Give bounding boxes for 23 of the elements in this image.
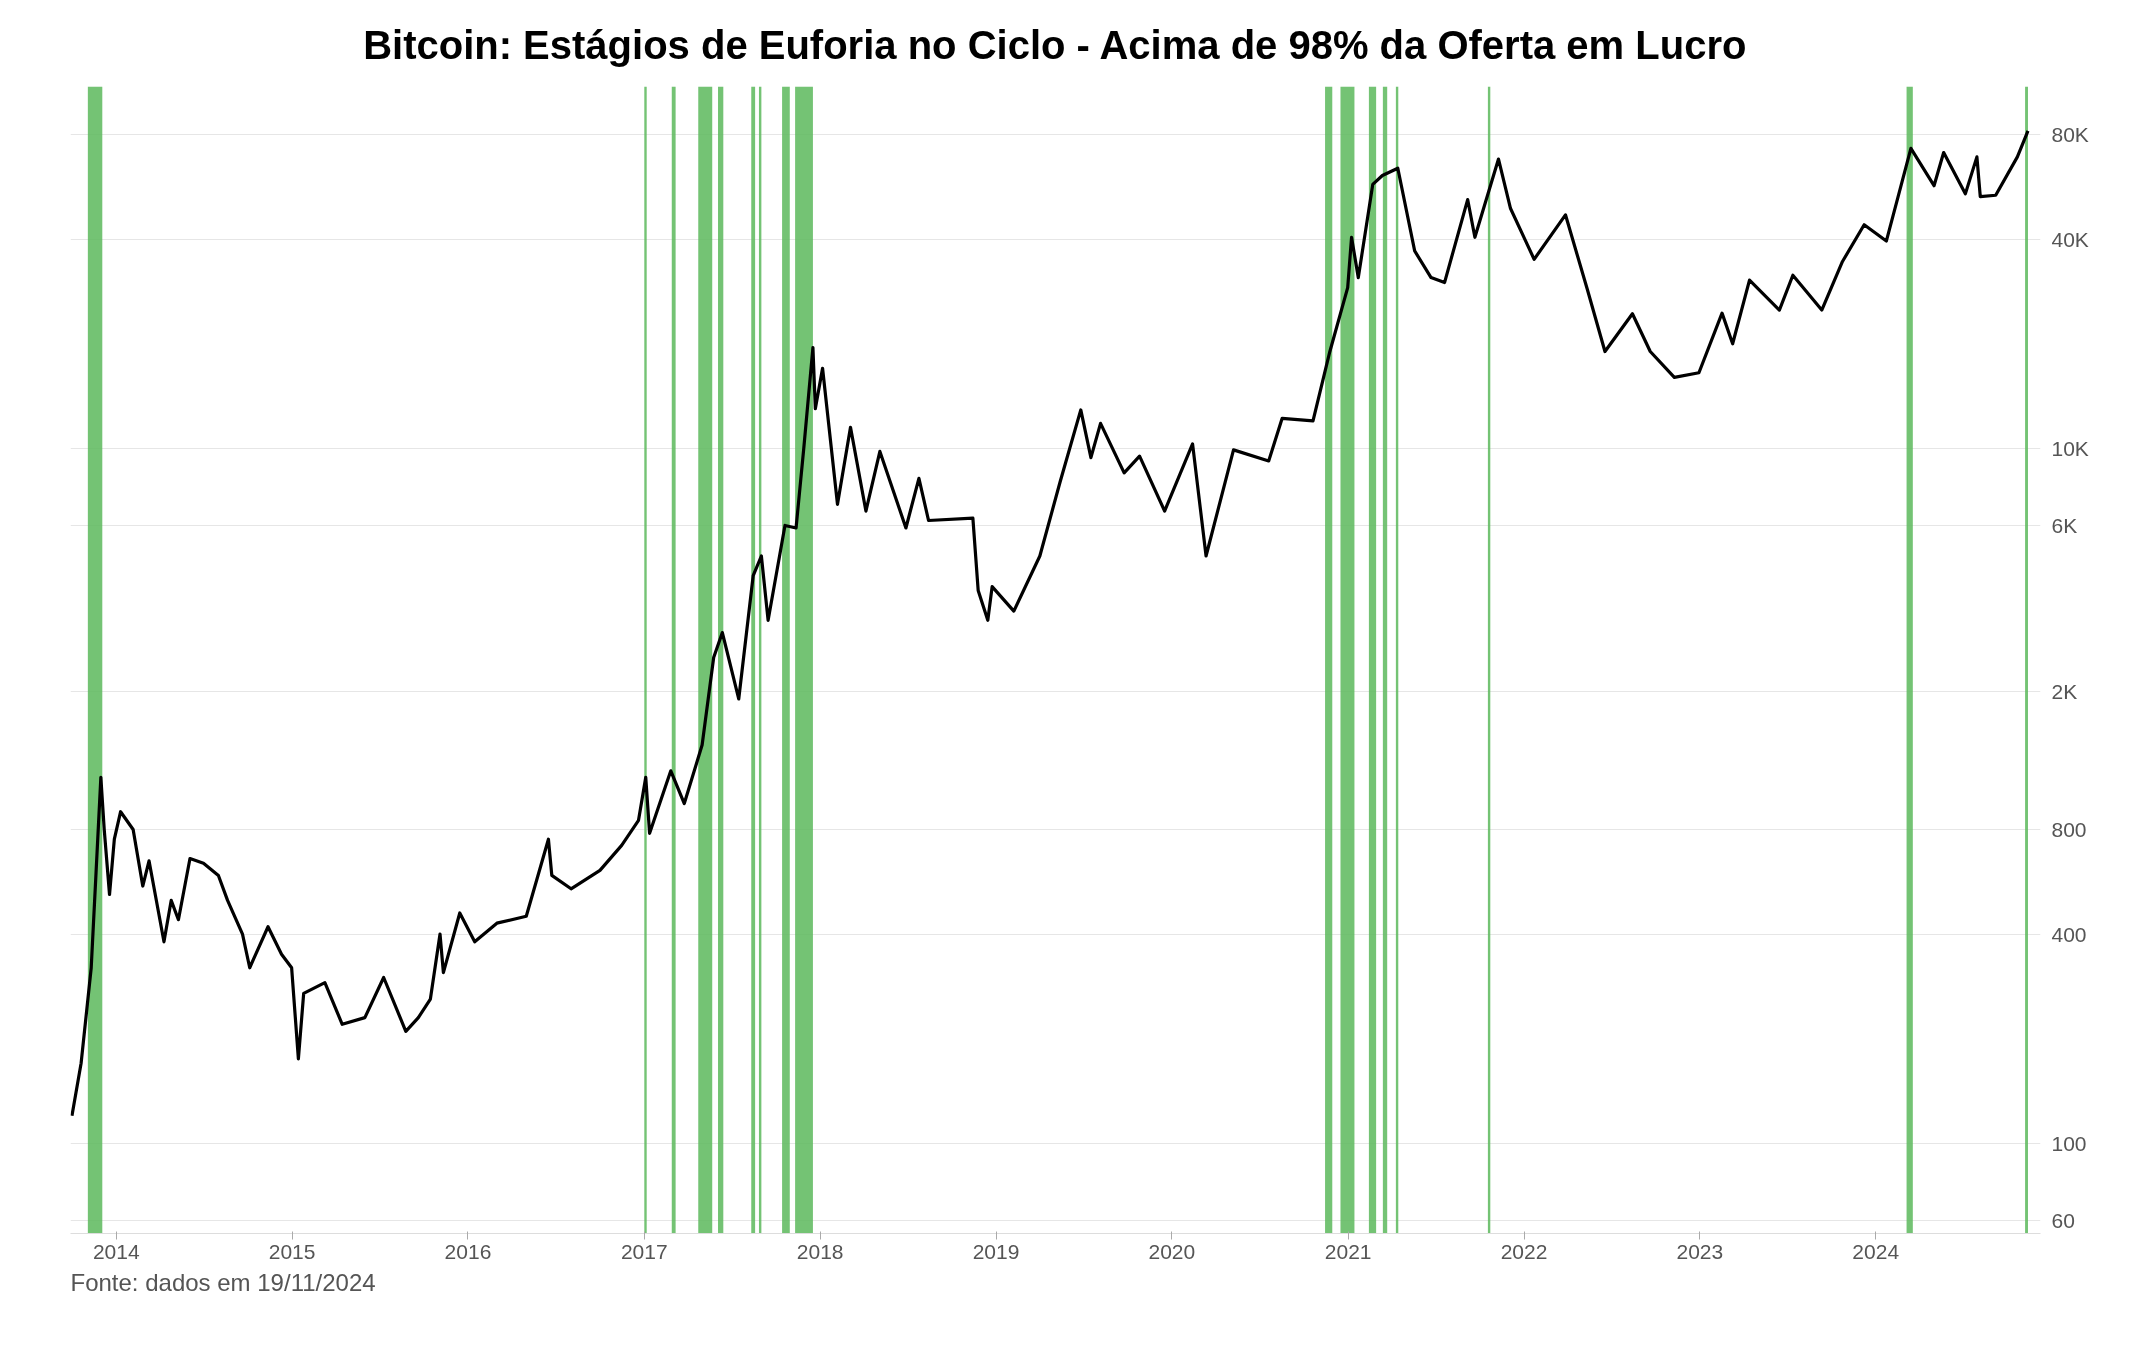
chart-title: Bitcoin: Estágios de Euforia no Ciclo - Acima de 98% da Oferta em Lucro	[363, 22, 1747, 67]
y-tick-label: 400	[2051, 922, 2087, 946]
x-tick-label: 2021	[1324, 1239, 1372, 1263]
source-note: Fonte: dados em 19/11/2024	[70, 1268, 376, 1296]
x-tick-label: 2015	[268, 1239, 316, 1263]
y-tick-label: 80K	[2051, 123, 2089, 147]
y-tick-label: 100	[2051, 1131, 2087, 1155]
y-tick-label: 2K	[2051, 679, 2078, 703]
line-series	[70, 129, 2030, 1118]
y-tick-label: 40K	[2051, 227, 2089, 251]
x-tick-label: 2020	[1148, 1239, 1196, 1263]
x-tick-label: 2019	[972, 1239, 1020, 1263]
y-tick-label: 60	[2051, 1208, 2075, 1232]
y-tick-label: 800	[2051, 817, 2087, 841]
x-tick-label: 2018	[796, 1239, 844, 1263]
x-tick-label: 2016	[444, 1239, 492, 1263]
y-tick-label: 10K	[2051, 436, 2089, 460]
x-tick-label: 2022	[1500, 1239, 1548, 1263]
x-tick-label: 2014	[92, 1239, 140, 1263]
y-tick-label: 6K	[2051, 513, 2078, 537]
x-tick-label: 2023	[1676, 1239, 1724, 1263]
x-tick-label: 2017	[620, 1239, 668, 1263]
x-tick-label: 2024	[1852, 1239, 1900, 1263]
